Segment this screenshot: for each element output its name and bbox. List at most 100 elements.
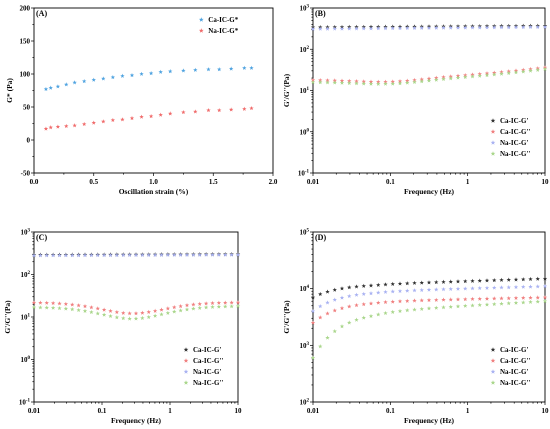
data-point (347, 304, 352, 309)
data-point (64, 123, 69, 128)
data-point (397, 288, 403, 293)
data-point (63, 253, 69, 258)
data-point (108, 252, 113, 258)
data-point (191, 252, 196, 257)
data-point (44, 300, 49, 305)
data-point (57, 301, 62, 306)
data-point (376, 282, 381, 287)
data-point (181, 109, 186, 115)
data-point (499, 71, 504, 76)
data-point (477, 278, 482, 283)
data-point (133, 316, 139, 321)
data-point (397, 25, 403, 31)
data-point (57, 305, 62, 311)
data-point (76, 253, 81, 258)
data-point (70, 307, 75, 312)
data-point (108, 308, 113, 313)
data-point (542, 66, 548, 71)
data-point (82, 121, 87, 127)
data-point (347, 320, 352, 325)
data-point (383, 26, 388, 31)
legend-label: Ca-IC-G' (500, 346, 528, 354)
data-point (55, 84, 61, 89)
x-tick-label: 0.1 (386, 178, 395, 186)
panel-label: (C) (36, 233, 47, 242)
data-point (114, 252, 120, 258)
data-point (412, 25, 417, 30)
data-point (178, 308, 183, 313)
data-point (95, 252, 100, 258)
data-point (318, 304, 323, 309)
data-point (477, 302, 482, 307)
data-point (405, 308, 410, 313)
data-point (76, 303, 81, 308)
data-point (463, 25, 468, 30)
data-point (172, 252, 177, 257)
legend: Ca-IC-G* Na-IC-G* (198, 16, 239, 35)
data-point (397, 299, 403, 304)
legend-label: Na-IC-G' (193, 368, 221, 376)
x-tick-label: 0.01 (28, 407, 41, 415)
x-tick-label: 1 (466, 407, 470, 415)
data-point (197, 305, 202, 310)
data-point (38, 253, 43, 258)
x-tick-label: 10 (542, 178, 550, 186)
series-ca-ic-g- (310, 295, 548, 325)
data-point (31, 300, 37, 305)
data-point (506, 285, 511, 290)
data-point (146, 309, 151, 314)
data-point (159, 312, 164, 317)
data-point (325, 300, 330, 305)
data-point (535, 276, 540, 281)
data-point (203, 301, 209, 306)
data-point (332, 287, 337, 292)
data-point (89, 253, 94, 258)
data-point (63, 301, 69, 306)
legend-label: Na-IC-G'' (500, 379, 530, 387)
data-point (158, 112, 163, 117)
data-point (361, 26, 366, 31)
data-point (228, 66, 234, 71)
data-point (434, 297, 439, 302)
series-na-ic-g- (310, 24, 548, 31)
data-point (477, 296, 482, 301)
data-point (484, 72, 490, 78)
chart-panel-A: 0.0 0.5 1.0 1.5 2.0 -50 0 50 100 150 200 Oscillatio… (5, 5, 278, 197)
data-point (229, 304, 234, 309)
data-point (528, 299, 533, 304)
data-point (448, 286, 453, 291)
data-point (368, 283, 374, 288)
data-point (191, 302, 196, 307)
data-point (535, 299, 540, 304)
data-point (441, 305, 446, 310)
data-point (165, 310, 171, 315)
data-point (528, 68, 533, 73)
data-point (419, 280, 424, 285)
data-point (120, 73, 125, 78)
data-point (197, 301, 202, 306)
data-point (235, 252, 241, 257)
data-point (206, 67, 211, 72)
y-tick-label: -50 (21, 170, 31, 178)
data-point (426, 280, 432, 285)
y-tick-label: 102 (300, 46, 310, 54)
data-point (477, 73, 482, 78)
data-point (38, 305, 43, 310)
data-point (513, 295, 519, 300)
data-point (203, 252, 209, 257)
data-point (91, 120, 96, 125)
data-point (242, 65, 247, 70)
data-point (133, 252, 139, 258)
data-point (146, 314, 151, 319)
data-point (101, 76, 106, 81)
data-point (477, 25, 482, 30)
data-point (361, 315, 366, 320)
data-point (339, 80, 345, 85)
data-point (184, 307, 190, 312)
data-point (43, 86, 49, 92)
legend-label: Na-IC-G* (208, 27, 238, 35)
data-point (521, 277, 526, 282)
data-point (542, 24, 548, 29)
data-point (441, 25, 446, 30)
